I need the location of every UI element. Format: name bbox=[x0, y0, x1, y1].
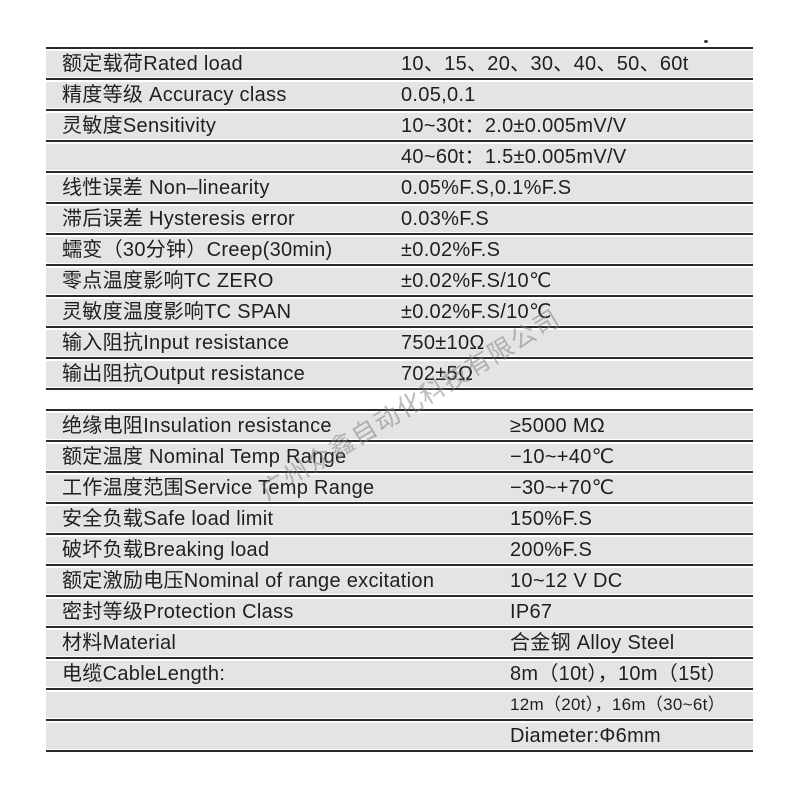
table-row-band: 40~60t：1.5±0.005mV/V bbox=[46, 143, 753, 170]
row-value: 40~60t：1.5±0.005mV/V bbox=[401, 145, 627, 168]
row-value: 0.05,0.1 bbox=[401, 83, 476, 106]
row-value: ±0.02%F.S/10℃ bbox=[401, 300, 552, 323]
row-value: 12m（20t），16m（30~6t） bbox=[510, 694, 725, 714]
table-row-band: 材料Material 合金钢 Alloy Steel bbox=[46, 629, 753, 656]
table-row: 输入阻抗Input resistance 750±10Ω bbox=[46, 326, 753, 357]
row-value: 0.03%F.S bbox=[401, 207, 490, 230]
table-row: 额定温度 Nominal Temp Range −10~+40℃ bbox=[46, 440, 753, 471]
row-label: 滞后误差 Hysteresis error bbox=[62, 207, 295, 230]
row-label: 安全负载Safe load limit bbox=[62, 507, 274, 530]
row-value: −10~+40℃ bbox=[510, 445, 615, 468]
row-label: 精度等级 Accuracy class bbox=[62, 83, 287, 106]
table-row: 材料Material 合金钢 Alloy Steel bbox=[46, 626, 753, 657]
row-label: 蠕变（30分钟）Creep(30min) bbox=[62, 238, 333, 261]
row-value: Diameter:Φ6mm bbox=[510, 724, 661, 747]
table-row-band: 破坏负载Breaking load 200%F.S bbox=[46, 536, 753, 563]
table-row: 破坏负载Breaking load 200%F.S bbox=[46, 533, 753, 564]
row-value: 合金钢 Alloy Steel bbox=[510, 631, 675, 654]
table-row: 绝缘电阻Insulation resistance ≥5000 MΩ bbox=[46, 411, 753, 440]
row-label: 灵敏度温度影响TC SPAN bbox=[62, 300, 292, 323]
row-value: 10~30t：2.0±0.005mV/V bbox=[401, 114, 627, 137]
table-row: 安全负载Safe load limit 150%F.S bbox=[46, 502, 753, 533]
table-row: 额定激励电压Nominal of range excitation 10~12 V… bbox=[46, 564, 753, 595]
row-label: 灵敏度Sensitivity bbox=[62, 114, 217, 137]
table-row-band: Diameter:Φ6mm bbox=[46, 722, 753, 749]
table-row: 灵敏度温度影响TC SPAN ±0.02%F.S/10℃ bbox=[46, 295, 753, 326]
row-value: 750±10Ω bbox=[401, 331, 485, 354]
table-row-band: 滞后误差 Hysteresis error 0.03%F.S bbox=[46, 205, 753, 232]
table-row-band: 12m（20t），16m（30~6t） bbox=[46, 691, 753, 718]
row-value: ±0.02%F.S bbox=[401, 238, 501, 261]
table-row-band: 输入阻抗Input resistance 750±10Ω bbox=[46, 329, 753, 356]
table-row-band: 额定激励电压Nominal of range excitation 10~12 V… bbox=[46, 567, 753, 594]
table-row: 滞后误差 Hysteresis error 0.03%F.S bbox=[46, 202, 753, 233]
table-row-band: 精度等级 Accuracy class 0.05,0.1 bbox=[46, 81, 753, 108]
table-row-band: 电缆CableLength: 8m（10t），10m（15t） bbox=[46, 660, 753, 687]
table-row: 输出阻抗Output resistance 702±5Ω bbox=[46, 357, 753, 388]
row-label: 额定温度 Nominal Temp Range bbox=[62, 445, 347, 468]
row-value: 8m（10t），10m（15t） bbox=[510, 662, 728, 685]
row-label: 额定激励电压Nominal of range excitation bbox=[62, 569, 435, 592]
table-row: 12m（20t），16m（30~6t） bbox=[46, 688, 753, 719]
table-row-band: 密封等级Protection Class IP67 bbox=[46, 598, 753, 625]
table-row-band: 灵敏度温度影响TC SPAN ±0.02%F.S/10℃ bbox=[46, 298, 753, 325]
row-label: 破坏负载Breaking load bbox=[62, 538, 270, 561]
table-row-band: 安全负载Safe load limit 150%F.S bbox=[46, 505, 753, 532]
table-row: 蠕变（30分钟）Creep(30min) ±0.02%F.S bbox=[46, 233, 753, 264]
table-row: Diameter:Φ6mm bbox=[46, 719, 753, 750]
table-row-band: 输出阻抗Output resistance 702±5Ω bbox=[46, 360, 753, 387]
table-row-band: 工作温度范围Service Temp Range −30~+70℃ bbox=[46, 474, 753, 501]
row-label: 密封等级Protection Class bbox=[62, 600, 294, 623]
row-value: ≥5000 MΩ bbox=[510, 414, 606, 437]
table-row: 密封等级Protection Class IP67 bbox=[46, 595, 753, 626]
table-row: 40~60t：1.5±0.005mV/V bbox=[46, 140, 753, 171]
row-value: −30~+70℃ bbox=[510, 476, 615, 499]
table-row: 零点温度影响TC ZERO ±0.02%F.S/10℃ bbox=[46, 264, 753, 295]
row-value: 150%F.S bbox=[510, 507, 593, 530]
table-row-band: 零点温度影响TC ZERO ±0.02%F.S/10℃ bbox=[46, 267, 753, 294]
row-label: 电缆CableLength: bbox=[62, 662, 226, 685]
row-label: 零点温度影响TC ZERO bbox=[62, 269, 274, 292]
row-value: IP67 bbox=[510, 600, 553, 623]
table-row: 线性误差 Non–linearity 0.05%F.S,0.1%F.S bbox=[46, 171, 753, 202]
scan-speck bbox=[704, 40, 708, 43]
row-label: 工作温度范围Service Temp Range bbox=[62, 476, 375, 499]
table-row: 灵敏度Sensitivity 10~30t：2.0±0.005mV/V bbox=[46, 109, 753, 140]
row-label: 材料Material bbox=[62, 631, 177, 654]
table-row-band: 蠕变（30分钟）Creep(30min) ±0.02%F.S bbox=[46, 236, 753, 263]
table-row: 精度等级 Accuracy class 0.05,0.1 bbox=[46, 78, 753, 109]
row-value: 702±5Ω bbox=[401, 362, 474, 385]
row-label: 输入阻抗Input resistance bbox=[62, 331, 290, 354]
table-row-band: 额定温度 Nominal Temp Range −10~+40℃ bbox=[46, 443, 753, 470]
row-label: 输出阻抗Output resistance bbox=[62, 362, 306, 385]
spec-table-electrical: 额定载荷Rated load 10、15、20、30、40、50、60t 精度等级 … bbox=[46, 47, 753, 390]
row-label: 绝缘电阻Insulation resistance bbox=[62, 414, 332, 437]
table-row: 工作温度范围Service Temp Range −30~+70℃ bbox=[46, 471, 753, 502]
row-value: ±0.02%F.S/10℃ bbox=[401, 269, 552, 292]
row-value: 10、15、20、30、40、50、60t bbox=[401, 52, 689, 75]
table-row: 电缆CableLength: 8m（10t），10m（15t） bbox=[46, 657, 753, 688]
row-value: 0.05%F.S,0.1%F.S bbox=[401, 176, 572, 199]
row-label: 额定载荷Rated load bbox=[62, 52, 243, 75]
table-row-band: 额定载荷Rated load 10、15、20、30、40、50、60t bbox=[46, 50, 753, 77]
spec-table-general: 绝缘电阻Insulation resistance ≥5000 MΩ 额定温度 No… bbox=[46, 409, 753, 752]
table-row: 额定载荷Rated load 10、15、20、30、40、50、60t bbox=[46, 49, 753, 78]
row-value: 10~12 V DC bbox=[510, 569, 623, 592]
table-row-band: 灵敏度Sensitivity 10~30t：2.0±0.005mV/V bbox=[46, 112, 753, 139]
row-label: 线性误差 Non–linearity bbox=[62, 176, 270, 199]
table-row-band: 线性误差 Non–linearity 0.05%F.S,0.1%F.S bbox=[46, 174, 753, 201]
row-value: 200%F.S bbox=[510, 538, 593, 561]
table-row-band: 绝缘电阻Insulation resistance ≥5000 MΩ bbox=[46, 412, 753, 439]
